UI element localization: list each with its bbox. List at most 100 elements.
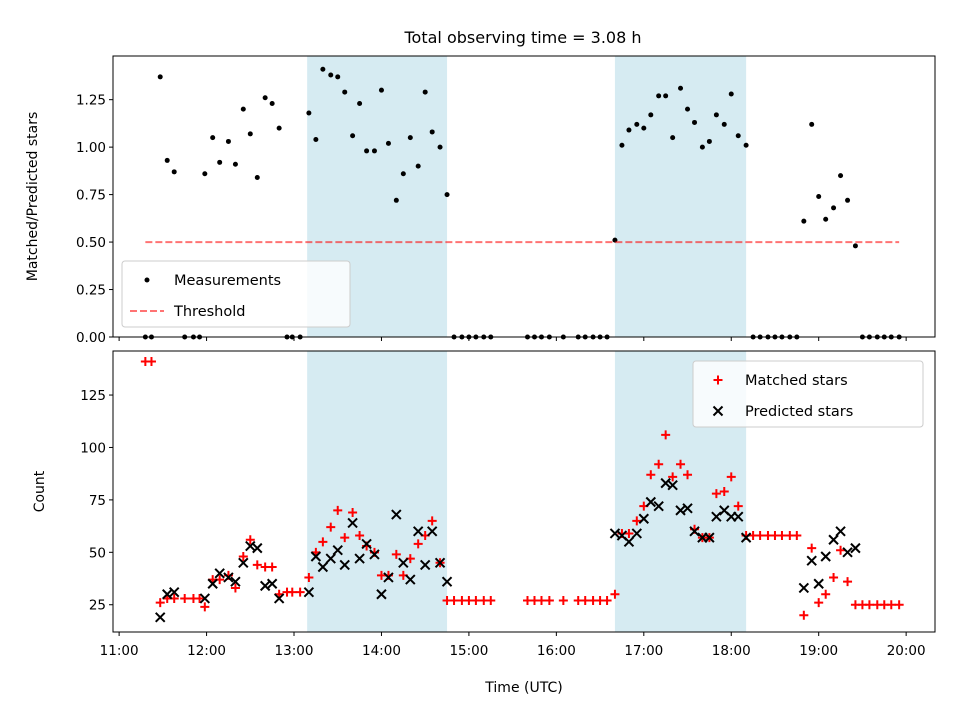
measurement-point (306, 110, 312, 116)
predicted-star-point (214, 568, 225, 579)
measurement-point (619, 142, 625, 148)
measurement-point (276, 125, 282, 131)
measurement-point (801, 218, 807, 224)
predicted-star-point (419, 559, 431, 571)
matched-star-point (267, 562, 277, 572)
predicted-star-point (711, 511, 722, 522)
measurement-point (262, 95, 268, 101)
predicted-star-point (638, 513, 650, 524)
matched-star-point (624, 528, 634, 538)
matched-star-point (471, 596, 481, 606)
measurement-point (400, 171, 406, 177)
matched-star-point (580, 596, 590, 606)
matched-star-point (661, 430, 671, 440)
matched-star-point (711, 489, 721, 499)
y-tick-label: 25 (89, 598, 106, 614)
predicted-star-point (405, 574, 416, 585)
measurement-point (735, 133, 741, 139)
predicted-star-point (354, 553, 365, 564)
predicted-star-point (230, 576, 241, 587)
matched-star-point (814, 598, 824, 608)
legend-box (121, 260, 351, 328)
predicted-star-point (653, 500, 664, 512)
observing-window-band (307, 351, 448, 632)
legend: Measurements Threshold (121, 260, 351, 328)
measurement-point (656, 93, 662, 99)
predicted-star-point (441, 576, 453, 587)
measurement-point (415, 163, 421, 169)
measurement-point (232, 161, 238, 167)
predicted-star-point (740, 532, 752, 543)
legend-label: Predicted stars (745, 404, 853, 420)
predicted-star-point (631, 528, 643, 539)
legend-label: Measurements (174, 273, 281, 289)
predicted-star-point (426, 526, 438, 537)
measurement-point (831, 205, 837, 211)
matched-star-point (755, 531, 765, 541)
legend-plus-swatch (713, 375, 723, 385)
predicted-star-point (813, 578, 824, 589)
y-tick-label: 0.00 (76, 330, 106, 346)
measurement-point (313, 137, 319, 143)
predicted-star-point (339, 559, 350, 571)
y-tick-label: 50 (89, 545, 106, 561)
x-tick-label: 13:00 (275, 643, 314, 659)
predicted-star-point (704, 532, 715, 543)
predicted-star-point (682, 503, 693, 514)
y-tick-label: 0.25 (76, 283, 106, 299)
predicted-star-point (207, 578, 218, 589)
measurement-point (437, 144, 443, 150)
predicted-star-point (310, 551, 322, 562)
predicted-star-point (806, 555, 817, 566)
predicted-star-point (689, 526, 700, 537)
x-axis-label: Time (UTC) (484, 680, 562, 696)
measurement-point (444, 192, 450, 198)
matched-star-point (536, 596, 546, 606)
matched-star-point (146, 356, 156, 366)
predicted-star-point (303, 586, 315, 598)
x-tick-label: 14:00 (362, 643, 401, 659)
matched-star-point (799, 610, 809, 620)
measurement-point (342, 89, 348, 95)
legend-dot-swatch (144, 277, 150, 283)
measurement-point (328, 72, 334, 78)
matched-star-point (326, 522, 336, 532)
matched-star-point (777, 531, 787, 541)
y-axis-label: Count (32, 470, 48, 512)
matched-star-point (632, 516, 642, 526)
matched-star-point (287, 587, 297, 597)
matched-star-point (676, 459, 686, 469)
matched-star-point (836, 545, 846, 555)
measurement-point (692, 119, 698, 125)
measurement-point (371, 148, 377, 154)
measurement-point (626, 127, 632, 133)
measurement-point (721, 121, 727, 127)
matched-star-point (602, 596, 612, 606)
measurement-point (663, 93, 669, 99)
x-tick-label: 18:00 (712, 643, 751, 659)
matched-star-point (155, 598, 165, 608)
y-tick-label: 0.75 (76, 188, 106, 204)
matched-star-point (340, 533, 350, 543)
measurement-point (254, 175, 260, 181)
predicted-star-point (623, 536, 635, 548)
matched-star-point (318, 537, 328, 547)
panel-1: 0.00 0.25 0.50 0.75 1.00 1.25 Matched/Predicte… (25, 55, 936, 346)
predicted-star-point (169, 586, 180, 598)
matched-star-point (864, 600, 874, 610)
predicted-star-point (398, 557, 409, 569)
matched-star-point (355, 531, 365, 541)
predicted-star-point (434, 557, 446, 569)
measurement-point (393, 197, 399, 203)
measurement-point (670, 135, 676, 141)
matched-star-point (654, 459, 664, 469)
measurement-point (378, 87, 384, 93)
predicted-star-point (369, 549, 380, 560)
measurement-point (247, 131, 253, 137)
predicted-star-point (332, 545, 343, 556)
panel-2: 25 50 75 100 125 11:00 12:00 13:00 14:00 15:00 16:… (32, 350, 936, 696)
predicted-star-point (828, 534, 839, 545)
predicted-star-point (798, 582, 810, 594)
matched-star-point (245, 535, 255, 545)
measurement-point (713, 112, 719, 118)
